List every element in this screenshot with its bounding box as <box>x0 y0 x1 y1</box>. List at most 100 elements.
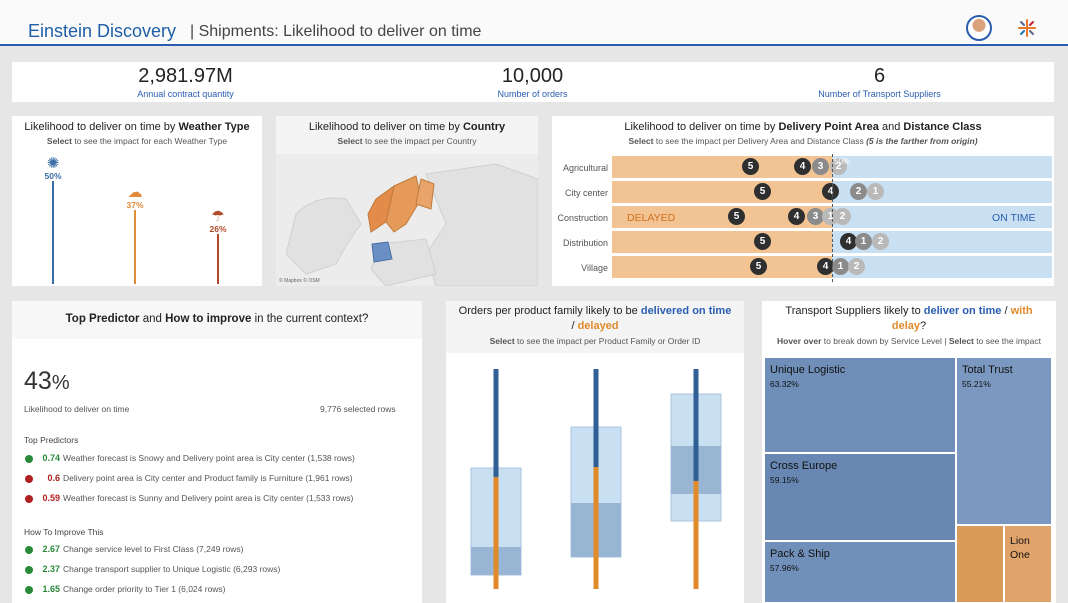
user-avatar-icon[interactable] <box>966 15 992 41</box>
kpi-label: Annual contract quantity <box>137 89 234 99</box>
midline-label: 50% <box>834 157 851 166</box>
negative-indicator-icon <box>25 475 33 483</box>
supplier-cross-europe[interactable]: Cross Europe 59.15% <box>764 453 956 541</box>
likelihood-label: Likelihood to deliver on time <box>24 404 130 414</box>
dashboard-header: Einstein Discovery | Shipments: Likeliho… <box>0 0 1068 46</box>
boxplot-1 <box>470 369 522 589</box>
distance-class-dot[interactable]: 4 <box>840 233 857 250</box>
weather-title: Likelihood to deliver on time by Weather… <box>24 121 250 133</box>
kpi-suppliers: 6 Number of Transport Suppliers <box>706 62 1053 99</box>
improve-text: Change transport supplier to Unique Logi… <box>63 564 281 574</box>
likelihood-value: 43% <box>24 367 70 395</box>
ontime-segment[interactable] <box>832 181 1052 203</box>
predictor-text: Weather forecast is Sunny and Delivery p… <box>63 493 354 503</box>
tableau-logo-icon[interactable] <box>1016 17 1038 39</box>
selected-rows: 9,776 selected rows <box>320 404 396 414</box>
weather-panel[interactable]: Likelihood to deliver on time by Weather… <box>12 116 262 286</box>
distance-class-dot[interactable]: 4 <box>794 158 811 175</box>
ontime-segment[interactable] <box>832 206 1052 228</box>
positive-indicator-icon <box>25 566 33 574</box>
improve-text: Change service level to First Class (7,2… <box>63 544 244 554</box>
improve-header: How To Improve This <box>24 527 104 537</box>
ontime-segment[interactable] <box>832 156 1052 178</box>
delayed-segment[interactable] <box>612 231 832 253</box>
kpi-orders: 10,000 Number of orders <box>359 62 706 99</box>
delivery-row-label: Agricultural <box>562 163 608 173</box>
suppliers-title-line2: delay? <box>891 320 927 332</box>
weather-line[interactable] <box>217 227 219 284</box>
delivery-panel[interactable]: Likelihood to deliver on time by Deliver… <box>552 116 1054 286</box>
distance-class-dot[interactable]: 3 <box>812 158 829 175</box>
delayed-segment[interactable] <box>612 156 832 178</box>
distance-class-dot[interactable]: 4 <box>822 183 839 200</box>
supplier-unique-logistic[interactable]: Unique Logistic 63.32% <box>764 357 956 453</box>
boxplot-2 <box>570 369 622 589</box>
delayed-segment[interactable] <box>612 256 832 278</box>
dashboard-title: | Shipments: Likelihood to deliver on ti… <box>190 23 482 40</box>
suppliers-panel[interactable]: Transport Suppliers likely to deliver on… <box>762 301 1056 603</box>
supplier-total-trust[interactable]: Total Trust 55.21% <box>956 357 1052 525</box>
supplier-pack-ship[interactable]: Pack & Ship 57.96% <box>764 541 956 603</box>
weather-pct-label: 26% <box>200 224 236 234</box>
distance-class-dot[interactable]: 2 <box>850 183 867 200</box>
kpi-strip: 2,981.97M Annual contract quantity 10,00… <box>12 62 1054 102</box>
distance-class-dot[interactable]: 1 <box>855 233 872 250</box>
weather-pct-label: 50% <box>35 171 71 181</box>
boxplot-3 <box>670 369 722 589</box>
delivery-row-label: Village <box>581 263 608 273</box>
orders-title: Orders per product family likely to be d… <box>458 305 732 317</box>
kpi-label: Number of orders <box>497 89 568 99</box>
delayed-segment[interactable] <box>612 206 832 228</box>
orders-boxplot[interactable] <box>446 357 744 603</box>
country-title: Likelihood to deliver on time by Country <box>308 121 506 133</box>
weather-pct-label: 37% <box>117 200 153 210</box>
distance-class-dot[interactable]: 5 <box>754 233 771 250</box>
orders-panel[interactable]: Orders per product family likely to be d… <box>446 301 744 603</box>
ontime-label: ON TIME <box>992 212 1036 224</box>
country-map[interactable]: © Mapbox © OSM <box>276 154 538 286</box>
top-predictors-header: Top Predictors <box>24 435 79 445</box>
distance-class-dot[interactable]: 4 <box>788 208 805 225</box>
distance-class-dot[interactable]: 2 <box>872 233 889 250</box>
distance-class-dot[interactable]: 2 <box>834 208 851 225</box>
improve-value: 1.65 <box>42 584 60 594</box>
kpi-value: 10,000 <box>501 65 564 87</box>
weather-line[interactable] <box>134 203 136 284</box>
app-title: Einstein Discovery <box>28 21 177 41</box>
distance-class-dot[interactable]: 4 <box>817 258 834 275</box>
weather-line[interactable] <box>52 174 54 284</box>
ontime-segment[interactable] <box>832 256 1052 278</box>
distance-class-dot[interactable]: 5 <box>750 258 767 275</box>
delivery-subtitle: Select to see the impact per Delivery Ar… <box>628 136 978 146</box>
predictor-text: Weather forecast is Snowy and Delivery p… <box>63 453 355 463</box>
distance-class-dot[interactable]: 3 <box>807 208 824 225</box>
weather-subtitle: Select to see the impact for each Weathe… <box>46 136 228 146</box>
orders-title-line2: / delayed <box>571 320 619 332</box>
delivery-row-label: Distribution <box>562 238 608 248</box>
distance-class-dot[interactable]: 1 <box>832 258 849 275</box>
distance-class-dot[interactable]: 2 <box>830 158 847 175</box>
delayed-segment[interactable] <box>612 181 832 203</box>
improve-value: 2.67 <box>42 544 60 554</box>
distance-class-dot[interactable]: 5 <box>754 183 771 200</box>
country-subtitle: Select to see the impact per Country <box>337 136 477 146</box>
map-credit: © Mapbox © OSM <box>279 277 320 284</box>
country-panel[interactable]: Likelihood to deliver on time by Country… <box>276 116 538 286</box>
supplier-lion-one[interactable]: Lion One <box>1004 525 1052 603</box>
positive-indicator-icon <box>25 455 33 463</box>
delivery-row-label: Construction <box>557 213 608 223</box>
orders-subtitle: Select to see the impact per Product Fam… <box>489 336 701 346</box>
rain-cloud-icon: ☂ <box>211 208 225 225</box>
suppliers-subtitle: Hover over to break down by Service Leve… <box>777 336 1041 346</box>
distance-class-dot[interactable]: 5 <box>728 208 745 225</box>
distance-class-dot[interactable]: 5 <box>742 158 759 175</box>
delivery-title: Likelihood to deliver on time by Deliver… <box>624 121 982 133</box>
distance-class-dot[interactable]: 2 <box>848 258 865 275</box>
positive-indicator-icon <box>25 546 33 554</box>
supplier-orange-block[interactable] <box>956 525 1004 603</box>
kpi-value: 2,981.97M <box>138 65 233 87</box>
midline <box>832 154 833 282</box>
predictor-value: 0.59 <box>42 493 60 503</box>
negative-indicator-icon <box>25 495 33 503</box>
distance-class-dot[interactable]: 1 <box>867 183 884 200</box>
